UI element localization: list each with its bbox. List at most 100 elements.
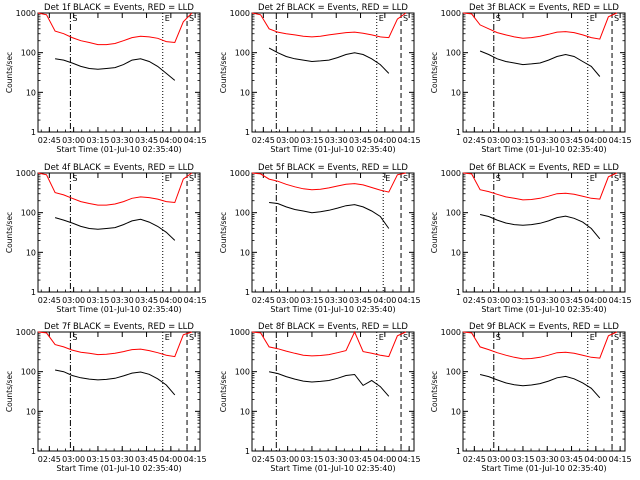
series-lld-line — [462, 172, 618, 201]
x-tick-label: 03:45 — [560, 296, 583, 305]
panel-title: Det 2f BLACK = Events, RED = LLD — [258, 3, 408, 13]
x-tick-label: 04:00 — [584, 296, 607, 305]
x-tick-label: 03:15 — [86, 455, 109, 464]
x-tick-label: 03:30 — [325, 136, 348, 145]
panel-7: Det 7f BLACK = Events, RED = LLD 1 10 100 10… — [5, 322, 207, 473]
x-tick-label: 03:30 — [536, 296, 559, 305]
x-tick-label: 03:30 — [325, 455, 348, 464]
y-tick-label: 10 — [26, 407, 36, 416]
x-axis-label: Start Time (01-Jul-10 02:35:40) — [56, 305, 181, 314]
x-tick-label: 02:45 — [252, 455, 275, 464]
y-axis-label: Counts/sec — [430, 52, 439, 93]
x-tick-label: 02:45 — [38, 455, 61, 464]
series-lld-line — [37, 12, 193, 46]
y-tick-label: 10 — [26, 88, 36, 97]
marker-label: S — [496, 174, 501, 183]
marker-label: S — [403, 174, 408, 183]
panel-title: Det 1f BLACK = Events, RED = LLD — [44, 3, 194, 13]
y-tick-label: 100 — [21, 209, 36, 218]
series-lld-line — [462, 12, 618, 40]
y-tick-label: 100 — [235, 209, 250, 218]
y-tick-label: 10 — [240, 407, 250, 416]
series-lld-line — [251, 330, 407, 358]
plot-frame — [462, 12, 626, 133]
y-tick-label: 10 — [240, 248, 250, 257]
marker-label: E — [385, 174, 390, 183]
x-tick-label: 03:45 — [135, 296, 158, 305]
x-axis-label: Start Time (01-Jul-10 02:35:40) — [481, 464, 606, 473]
y-tick-label: 1 — [245, 447, 250, 456]
x-tick-label: 04:15 — [609, 296, 632, 305]
marker-label: S — [614, 14, 619, 23]
x-tick-label: 03:00 — [487, 136, 510, 145]
x-tick-label: 04:00 — [584, 455, 607, 464]
x-axis-label: Start Time (01-Jul-10 02:35:40) — [56, 145, 181, 154]
x-tick-label: 04:15 — [398, 455, 421, 464]
x-tick-label: 03:00 — [487, 296, 510, 305]
marker-label: E — [590, 174, 595, 183]
marker-label: E — [379, 14, 384, 23]
y-tick-label: 10 — [451, 248, 461, 257]
panel-1: Det 1f BLACK = Events, RED = LLD 1 10 100 10… — [5, 3, 207, 154]
x-tick-label: 03:30 — [536, 455, 559, 464]
x-tick-label: 04:15 — [609, 455, 632, 464]
x-tick-label: 03:30 — [111, 296, 134, 305]
x-tick-label: 02:45 — [463, 136, 486, 145]
x-tick-label: 02:45 — [38, 296, 61, 305]
x-tick-label: 03:15 — [511, 136, 534, 145]
marker-label: E — [590, 333, 595, 342]
x-tick-label: 04:15 — [184, 296, 207, 305]
x-tick-label: 03:30 — [536, 136, 559, 145]
series-events-line — [479, 50, 601, 77]
y-tick-label: 1 — [245, 128, 250, 137]
y-tick-label: 100 — [446, 209, 461, 218]
marker-label: S — [614, 333, 619, 342]
x-tick-label: 03:00 — [487, 455, 510, 464]
y-tick-label: 1000 — [16, 328, 36, 337]
x-tick-label: 02:45 — [463, 296, 486, 305]
x-tick-label: 03:00 — [62, 136, 85, 145]
y-tick-label: 1000 — [230, 9, 250, 18]
x-tick-label: 02:45 — [252, 136, 275, 145]
y-tick-label: 1 — [31, 288, 36, 297]
marker-label: E — [165, 14, 170, 23]
y-tick-label: 1000 — [16, 169, 36, 178]
x-tick-label: 04:00 — [159, 296, 182, 305]
marker-label: S — [72, 174, 77, 183]
series-events-line — [268, 47, 390, 74]
x-tick-label: 03:45 — [135, 455, 158, 464]
x-tick-label: 04:15 — [398, 296, 421, 305]
x-tick-label: 02:45 — [252, 296, 275, 305]
marker-label: E — [590, 14, 595, 23]
y-tick-label: 100 — [235, 368, 250, 377]
y-axis-label: Counts/sec — [430, 212, 439, 253]
y-axis-label: Counts/sec — [5, 212, 14, 253]
x-tick-label: 03:45 — [349, 455, 372, 464]
panel-8: Det 8f BLACK = Events, RED = LLD 1 10 100 10… — [219, 322, 421, 473]
x-tick-label: 04:00 — [373, 455, 396, 464]
plot-frame — [37, 172, 201, 293]
panel-title: Det 3f BLACK = Events, RED = LLD — [469, 3, 619, 13]
y-axis-label: Counts/sec — [5, 52, 14, 93]
x-axis-label: Start Time (01-Jul-10 02:35:40) — [270, 305, 395, 314]
series-lld-line — [251, 172, 407, 193]
series-events-line — [479, 214, 601, 240]
y-tick-label: 1000 — [230, 169, 250, 178]
series-lld-line — [37, 172, 193, 206]
y-axis-label: Counts/sec — [219, 371, 228, 412]
plot-frame — [37, 12, 201, 133]
x-tick-label: 04:00 — [159, 455, 182, 464]
x-tick-label: 02:45 — [463, 455, 486, 464]
x-tick-label: 03:15 — [511, 296, 534, 305]
x-tick-label: 02:45 — [38, 136, 61, 145]
y-tick-label: 1 — [456, 447, 461, 456]
marker-label: S — [403, 333, 408, 342]
x-tick-label: 03:00 — [62, 455, 85, 464]
panel-5: Det 5f BLACK = Events, RED = LLD 1 10 100 10… — [219, 163, 421, 314]
plot-frame — [462, 331, 626, 452]
y-tick-label: 10 — [240, 88, 250, 97]
panel-title: Det 4f BLACK = Events, RED = LLD — [44, 163, 194, 173]
x-tick-label: 03:45 — [135, 136, 158, 145]
plot-frame — [37, 331, 201, 452]
y-axis-label: Counts/sec — [430, 371, 439, 412]
